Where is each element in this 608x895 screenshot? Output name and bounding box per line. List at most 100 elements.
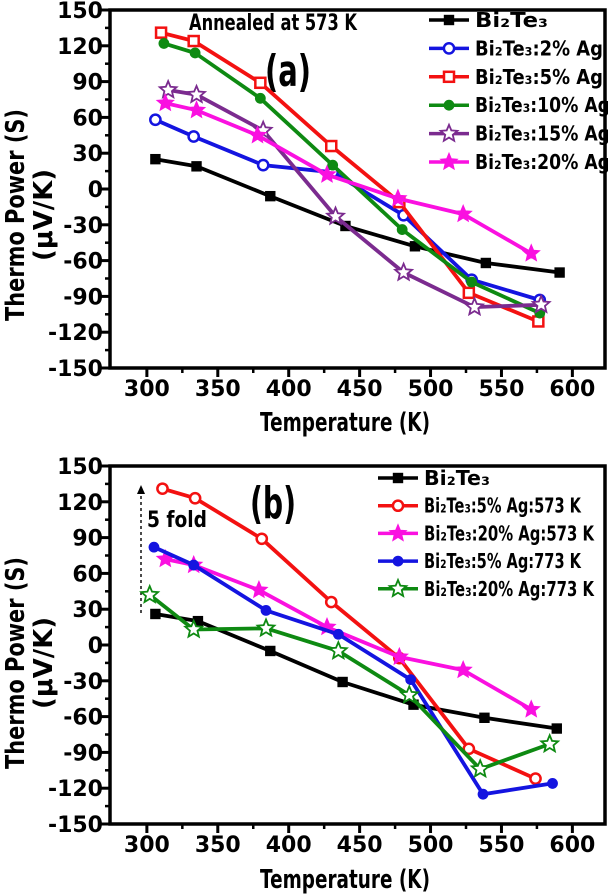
- legend-item: Bi₂Te₃:20% Ag:773 K: [378, 577, 595, 601]
- filled-circle-marker: [148, 541, 160, 553]
- filled-circle-marker: [443, 99, 455, 111]
- series-5: [157, 78, 552, 317]
- y-tick-label: 150: [57, 0, 103, 24]
- filled-circle-marker: [188, 559, 200, 571]
- filled-circle-marker: [477, 788, 489, 800]
- open-circle-marker: [256, 158, 270, 172]
- filled-square-marker: [265, 190, 276, 202]
- filled-square-marker: [392, 472, 404, 484]
- x-tick-label: 600: [549, 833, 595, 858]
- y-tick-label: -90: [63, 285, 103, 310]
- filled-square-marker: [150, 608, 161, 620]
- filled-square-marker: [551, 723, 562, 734]
- y-tick-label: 0: [88, 178, 103, 203]
- legend: Bi₂Te₃ Bi₂Te₃:2% Ag Bi₂Te₃:5% Ag Bi₂Te₃:10%…: [429, 8, 608, 174]
- filled-square-marker: [337, 676, 348, 688]
- legend-item: Bi₂Te₃:15% Ag: [429, 122, 608, 146]
- y-tick-label: 60: [72, 106, 103, 131]
- open-circle-marker: [462, 742, 476, 756]
- legend-item: Bi₂Te₃: [429, 8, 548, 32]
- filled-star-marker: [389, 646, 409, 666]
- filled-star-marker: [247, 125, 268, 144]
- series-4: [148, 541, 558, 800]
- legend-item: Bi₂Te₃:5% Ag: [429, 65, 603, 89]
- filled-star-marker: [388, 523, 408, 542]
- filled-square-marker: [479, 712, 490, 723]
- open-star-marker: [139, 583, 161, 604]
- filled-square-marker: [191, 161, 202, 172]
- y-tick-label: 30: [72, 598, 103, 623]
- axes: 300 350 400 450 500 550 6001501209060300-30-60…: [48, 0, 595, 402]
- open-star-marker: [463, 295, 486, 317]
- y-axis-title: Thermo Power (S): [1, 109, 31, 321]
- annotation-arrow-head: [137, 485, 145, 494]
- y-axis-units: (μV/K): [29, 169, 59, 261]
- open-circle-marker: [324, 595, 338, 609]
- legend-label: Bi₂Te₃:5% Ag:573 K: [424, 494, 582, 518]
- legend-item: Bi₂Te₃:5% Ag:773 K: [378, 549, 582, 573]
- open-circle-marker: [156, 482, 169, 496]
- x-tick-label: 500: [408, 377, 454, 402]
- filled-square-marker: [192, 615, 204, 627]
- open-star-marker: [255, 617, 277, 638]
- legend-label: Bi₂Te₃:20% Ag:573 K: [424, 521, 595, 545]
- panel-b: 300 350 400 450 500 550 600 150 120 90 60 30 0 -30 -60…: [0, 448, 608, 895]
- y-axis-units: (μV/K): [29, 617, 59, 709]
- open-circle-marker: [529, 772, 542, 786]
- filled-square-marker: [480, 257, 492, 269]
- legend-item: Bi₂Te₃:20% Ag: [429, 150, 608, 174]
- legend-label: Bi₂Te₃:15% Ag: [475, 122, 608, 146]
- legend-label: Bi₂Te₃:20% Ag: [475, 150, 608, 174]
- x-tick-label: 500: [408, 833, 454, 858]
- y-tick-label: -120: [48, 777, 103, 802]
- y-tick-label: -60: [63, 250, 103, 275]
- filled-square-marker: [554, 267, 565, 278]
- y-tick-label: 0: [88, 634, 103, 659]
- filled-star-marker: [453, 203, 473, 223]
- filled-circle-marker: [332, 628, 344, 640]
- filled-circle-marker: [547, 778, 558, 789]
- y-tick-label: -90: [63, 741, 103, 766]
- filled-circle-marker: [260, 604, 272, 616]
- panel-label: (b): [250, 478, 296, 529]
- y-tick-label: -150: [48, 357, 103, 382]
- open-square-marker: [325, 139, 338, 153]
- x-axis-title: Temperature (K): [260, 408, 430, 438]
- filled-circle-marker: [466, 276, 478, 288]
- series-3: [155, 548, 541, 718]
- x-tick-label: 400: [266, 833, 312, 858]
- filled-circle-marker: [254, 92, 266, 104]
- open-star-marker: [327, 639, 349, 660]
- open-circle-marker: [149, 113, 162, 127]
- series-line: [153, 612, 559, 731]
- open-square-marker: [187, 34, 200, 48]
- legend-item: Bi₂Te₃:2% Ag: [429, 36, 603, 60]
- open-star-marker: [393, 261, 415, 282]
- open-star-marker: [398, 683, 420, 705]
- filled-star-marker: [249, 580, 269, 599]
- chart-a-canvas: 300 350 400 450 500 550 6001501209060300-30-60…: [1, 0, 608, 438]
- panel-a: 300 350 400 450 500 550 600 150 120 90 60 30 0 -30 -60…: [1, 0, 608, 438]
- open-star-marker: [469, 757, 491, 779]
- filled-star-marker: [453, 659, 473, 679]
- panel-label: (a): [265, 46, 311, 97]
- filled-square-marker: [408, 699, 419, 710]
- y-tick-label: -30: [63, 670, 103, 695]
- legend-label: Bi₂Te₃:10% Ag: [475, 93, 608, 117]
- open-star-marker: [183, 618, 205, 639]
- series-line: [153, 157, 562, 275]
- legend-label: Bi₂Te₃: [424, 466, 490, 490]
- y-tick-label: -120: [48, 321, 103, 346]
- filled-square-marker: [265, 645, 276, 657]
- legend-label: Bi₂Te₃: [475, 8, 548, 32]
- annotation-text: 5 fold: [147, 508, 207, 533]
- open-circle-marker: [187, 130, 201, 143]
- filled-circle-marker: [158, 38, 170, 49]
- filled-circle-marker: [396, 224, 408, 235]
- filled-star-marker: [317, 164, 337, 183]
- y-tick-label: 60: [72, 562, 103, 587]
- open-circle-marker: [442, 42, 456, 55]
- x-tick-label: 450: [337, 377, 383, 402]
- legend-item: Bi₂Te₃:5% Ag:573 K: [378, 494, 582, 518]
- series-6: [155, 92, 541, 262]
